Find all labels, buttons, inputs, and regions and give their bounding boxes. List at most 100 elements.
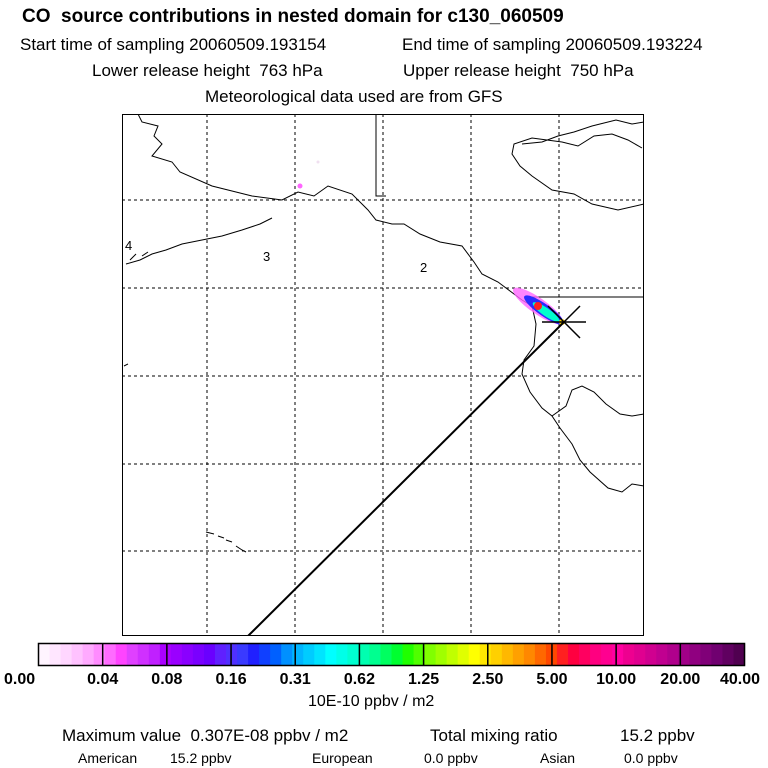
- colorbar-cell: [336, 643, 348, 666]
- colorbar-cell: [215, 643, 227, 666]
- colorbar-cell: [667, 643, 679, 666]
- plume-speck: [297, 183, 303, 189]
- colorbar-cell: [623, 643, 635, 666]
- colorbar-cell: [468, 643, 481, 666]
- colorbar-tick-label: 40.00: [719, 671, 760, 688]
- colorbar-cell: [170, 643, 183, 666]
- plume-speck-faint: [316, 160, 320, 164]
- coastlines: [123, 114, 644, 553]
- colorbar-tick-label: 0.08: [151, 671, 183, 688]
- colorbar-cell: [270, 643, 282, 666]
- colorbar-cell: [369, 643, 382, 666]
- colorbar-tick-label: 0.00: [4, 671, 36, 688]
- colorbar-cell: [656, 643, 668, 666]
- colorbar-cell: [60, 643, 73, 666]
- colorbar-cell: [71, 643, 84, 666]
- source-value-european: 0.0 ppbv: [424, 750, 478, 766]
- colorbar-cell: [104, 643, 117, 666]
- colorbar-cell: [711, 643, 724, 666]
- chart-title: CO source contributions in nested domain…: [22, 6, 564, 27]
- colorbar-cell: [424, 643, 437, 666]
- colorbar-cell: [579, 643, 591, 666]
- colorbar-cell: [380, 643, 393, 666]
- colorbar-cell: [237, 643, 249, 666]
- day-label: 4: [125, 238, 132, 253]
- colorbar-cell: [391, 643, 404, 666]
- source-value-asian: 0.0 ppbv: [624, 750, 678, 766]
- colorbar-tick-label: 2.50: [472, 671, 504, 688]
- colorbar-cell: [347, 643, 360, 666]
- met-data-label: Meteorological data used are from GFS: [205, 87, 503, 106]
- coastline-mainland-east: [511, 133, 644, 211]
- colorbar-cell: [38, 643, 51, 666]
- coastline-north: [137, 114, 523, 301]
- colorbar-cell: [722, 643, 735, 666]
- colorbar-cell: [446, 643, 459, 666]
- start-time-label: Start time of sampling 20060509.193154: [20, 35, 327, 54]
- colorbar-cell: [259, 643, 271, 666]
- colorbar-tick-label: 0.62: [343, 671, 375, 688]
- colorbar-cell: [490, 643, 503, 666]
- colorbar-cell: [137, 643, 150, 666]
- colorbar-cell: [192, 643, 205, 666]
- colorbar-cell: [556, 643, 569, 666]
- colorbar-cell: [49, 643, 62, 666]
- colorbar-cell: [115, 643, 128, 666]
- colorbar-cell: [612, 643, 624, 666]
- colorbar-cell: [435, 643, 448, 666]
- colorbar-cell: [733, 643, 746, 666]
- colorbar-tick-label: 20.00: [660, 671, 701, 688]
- colorbar-units: 10E-10 ppbv / m2: [308, 693, 435, 710]
- source-name-american: American: [78, 750, 138, 766]
- day-label: 2: [420, 260, 427, 275]
- colorbar-cell: [281, 643, 293, 666]
- colorbar-cell: [93, 643, 106, 666]
- border-canada-alaska: [375, 114, 386, 197]
- end-time-label: End time of sampling 20060509.193224: [402, 35, 703, 54]
- colorbar-tick-label: 5.00: [536, 671, 568, 688]
- colorbar-cell: [700, 643, 713, 666]
- colorbar-tick-label: 1.25: [408, 671, 440, 688]
- flight-track: [247, 321, 565, 636]
- total-mixing-value: 15.2 ppbv: [620, 726, 695, 745]
- colorbar-cell: [523, 643, 536, 666]
- grid-lines: [122, 114, 644, 636]
- colorbar-cell: [501, 643, 514, 666]
- colorbar-cell: [689, 643, 701, 666]
- colorbar-cell: [358, 643, 371, 666]
- colorbar-cell: [82, 643, 95, 666]
- colorbar: [37, 642, 746, 667]
- map-border: [122, 114, 644, 636]
- colorbar-cell: [148, 643, 161, 666]
- max-value-label: Maximum value 0.307E-08 ppbv / m2: [62, 726, 349, 745]
- colorbar-cell: [568, 643, 580, 666]
- hawaii-islands: [205, 531, 247, 553]
- colorbar-tick-label: 10.00: [596, 671, 637, 688]
- upper-release-label: Upper release height 750 hPa: [403, 61, 634, 80]
- colorbar-cell: [413, 643, 426, 666]
- colorbar-cell: [534, 643, 547, 666]
- source-value-american: 15.2 ppbv: [170, 750, 232, 766]
- colorbar-cell: [402, 643, 415, 666]
- colorbar-cell: [226, 643, 238, 666]
- colorbar-cell: [590, 643, 602, 666]
- co-plume: [297, 160, 565, 325]
- source-name-asian: Asian: [540, 750, 576, 766]
- aleutian-islands: [123, 251, 149, 367]
- colorbar-tick-label: 0.31: [279, 671, 311, 688]
- colorbar-cell: [634, 643, 646, 666]
- colorbar-cell: [457, 643, 470, 666]
- colorbar-cell: [303, 643, 315, 666]
- colorbar-cell: [678, 643, 690, 666]
- day-label: 3: [263, 249, 270, 264]
- colorbar-cell: [601, 643, 613, 666]
- colorbar-cell: [325, 643, 337, 666]
- coastline-gulf: [551, 385, 644, 417]
- total-mixing-label: Total mixing ratio: [430, 726, 558, 745]
- colorbar-cell: [126, 643, 139, 666]
- colorbar-cell: [645, 643, 657, 666]
- colorbar-tick-label: 0.04: [87, 671, 119, 688]
- colorbar-cell: [159, 643, 172, 666]
- colorbar-cell: [314, 643, 326, 666]
- source-name-european: European: [312, 750, 373, 766]
